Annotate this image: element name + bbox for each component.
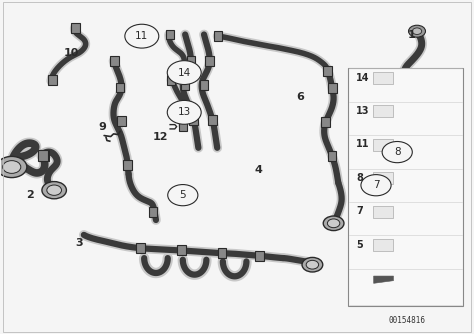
Circle shape bbox=[0, 156, 27, 178]
Bar bbox=[214, 31, 222, 41]
Bar bbox=[179, 121, 187, 131]
Text: 00154816: 00154816 bbox=[388, 316, 425, 325]
Text: 13: 13 bbox=[178, 107, 191, 117]
Bar bbox=[116, 82, 124, 93]
Polygon shape bbox=[374, 276, 393, 283]
Text: 8: 8 bbox=[356, 173, 363, 183]
Bar bbox=[205, 56, 214, 66]
FancyBboxPatch shape bbox=[373, 139, 393, 151]
Text: 1: 1 bbox=[408, 29, 415, 39]
Bar bbox=[167, 75, 175, 85]
Circle shape bbox=[361, 175, 391, 196]
Text: 7: 7 bbox=[356, 206, 363, 216]
Circle shape bbox=[412, 28, 422, 34]
Bar bbox=[177, 245, 186, 256]
Bar bbox=[323, 66, 332, 76]
Bar bbox=[218, 248, 226, 258]
Circle shape bbox=[400, 89, 416, 100]
Bar bbox=[321, 117, 330, 127]
Circle shape bbox=[302, 258, 323, 272]
Bar bbox=[328, 151, 337, 161]
Text: 11: 11 bbox=[135, 31, 148, 41]
Text: 13: 13 bbox=[356, 106, 370, 116]
Circle shape bbox=[306, 260, 319, 269]
FancyBboxPatch shape bbox=[348, 67, 463, 306]
Text: 14: 14 bbox=[178, 67, 191, 77]
Text: 10: 10 bbox=[64, 48, 79, 58]
Bar bbox=[328, 83, 337, 93]
Circle shape bbox=[167, 61, 201, 85]
Bar bbox=[187, 56, 195, 66]
Circle shape bbox=[42, 182, 66, 199]
Bar bbox=[255, 251, 264, 261]
Text: 12: 12 bbox=[153, 132, 168, 142]
Circle shape bbox=[47, 185, 62, 195]
Text: 7: 7 bbox=[373, 180, 379, 190]
Bar bbox=[110, 56, 118, 66]
Circle shape bbox=[125, 24, 159, 48]
Bar bbox=[166, 29, 174, 39]
Circle shape bbox=[409, 25, 426, 37]
Bar bbox=[117, 116, 126, 126]
Text: 5: 5 bbox=[356, 239, 363, 249]
Bar bbox=[123, 160, 132, 170]
FancyBboxPatch shape bbox=[373, 172, 393, 184]
Circle shape bbox=[3, 161, 21, 173]
Bar bbox=[38, 150, 49, 161]
FancyBboxPatch shape bbox=[373, 239, 393, 251]
Text: 5: 5 bbox=[180, 190, 186, 200]
Bar bbox=[149, 207, 157, 217]
FancyBboxPatch shape bbox=[373, 72, 393, 84]
Bar bbox=[38, 150, 47, 161]
Bar bbox=[200, 80, 208, 90]
FancyBboxPatch shape bbox=[373, 206, 393, 217]
Bar bbox=[48, 75, 56, 85]
Circle shape bbox=[394, 85, 421, 104]
Text: 14: 14 bbox=[356, 73, 370, 83]
Text: 6: 6 bbox=[297, 93, 305, 103]
Bar bbox=[181, 80, 190, 90]
Circle shape bbox=[167, 101, 201, 124]
Circle shape bbox=[168, 185, 198, 206]
Bar bbox=[208, 115, 217, 125]
Text: 2: 2 bbox=[26, 190, 34, 200]
Text: 8: 8 bbox=[394, 147, 401, 157]
Bar bbox=[71, 23, 80, 33]
Text: 11: 11 bbox=[356, 140, 370, 150]
Bar bbox=[190, 115, 198, 125]
Circle shape bbox=[323, 216, 344, 230]
Text: 9: 9 bbox=[99, 122, 107, 132]
Circle shape bbox=[382, 142, 412, 163]
Circle shape bbox=[328, 219, 340, 228]
FancyBboxPatch shape bbox=[373, 106, 393, 117]
Text: 3: 3 bbox=[75, 238, 83, 248]
Bar bbox=[136, 243, 145, 253]
Text: 4: 4 bbox=[254, 165, 262, 175]
